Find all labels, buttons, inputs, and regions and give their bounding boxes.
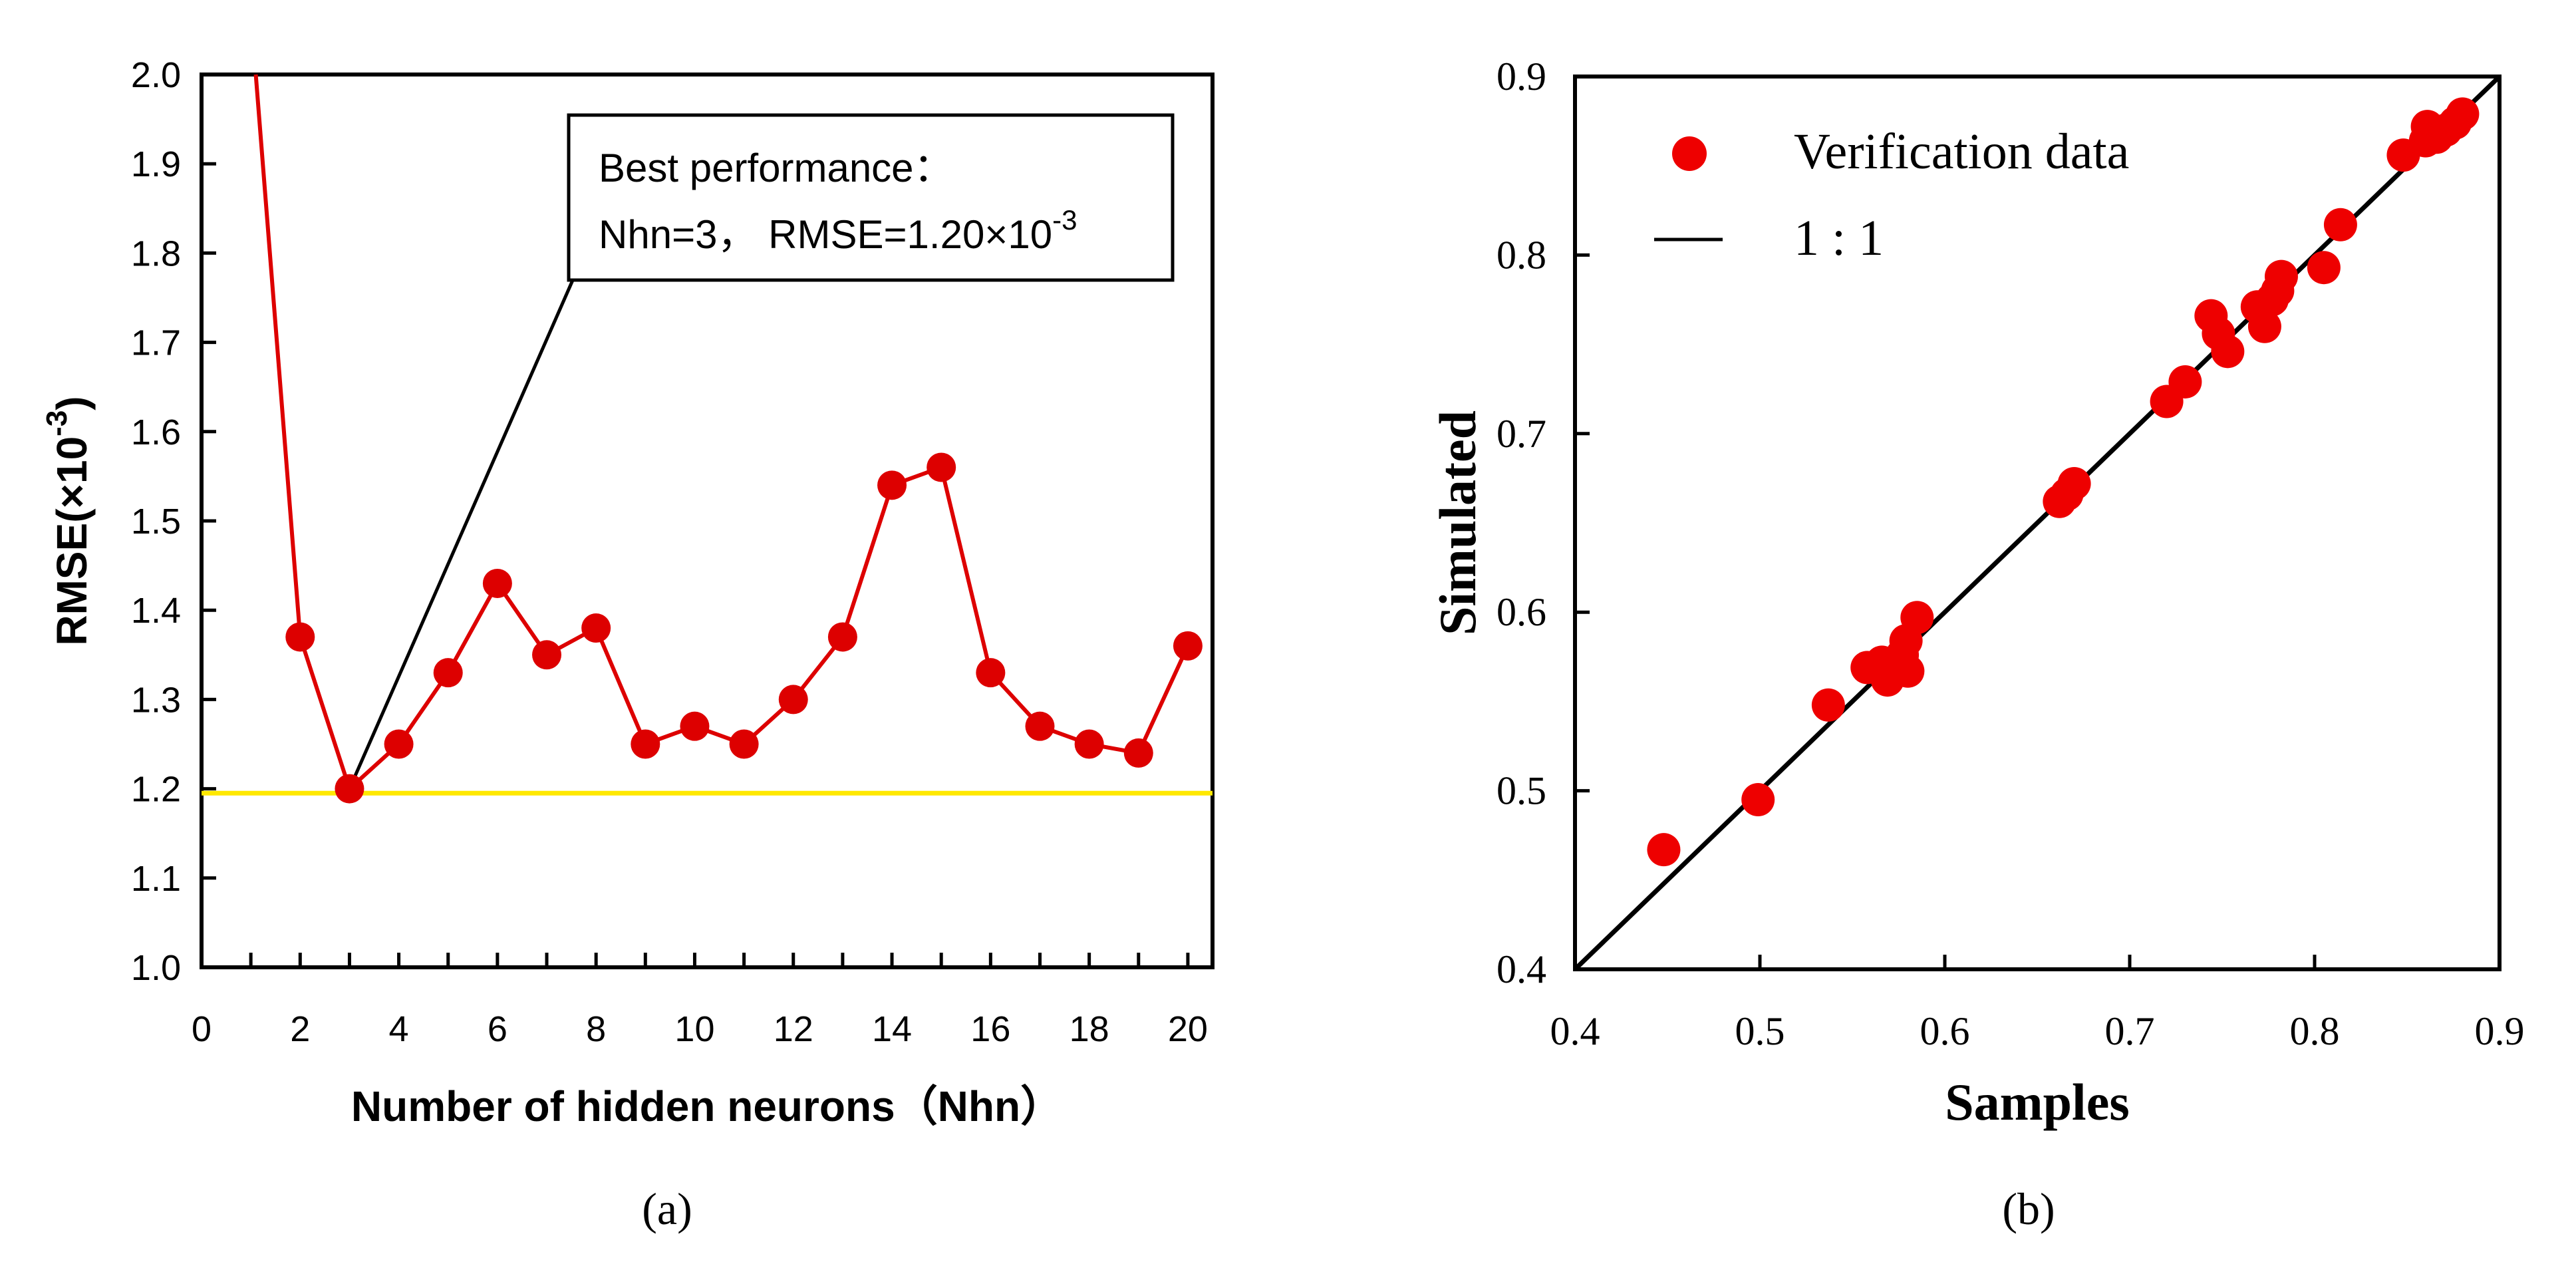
chart-a-data-point	[482, 568, 512, 598]
chart-b-data-point	[2168, 365, 2202, 398]
chart-b-y-tick-label: 0.5	[1497, 769, 1546, 813]
chart-b-1to1-line	[1573, 75, 2502, 971]
chart-a-data-point	[581, 613, 611, 643]
chart-a-x-tick-label: 0	[192, 1009, 212, 1049]
chart-b-data-point	[2057, 466, 2091, 500]
panel-label-a: (a)	[642, 1184, 692, 1234]
chart-a-data-point	[827, 622, 857, 652]
chart-a-x-tick-label: 16	[970, 1009, 1010, 1049]
chart-a-data-point	[976, 658, 1006, 688]
chart-b-x-tick-label: 0.7	[2105, 1009, 2155, 1053]
chart-b-data-point	[1741, 783, 1775, 817]
chart-b-data-point	[1811, 688, 1845, 722]
chart-b-data-point	[2264, 259, 2298, 293]
chart-b: 0.4 0.5 0.6 0.7 0.8 0.9 0.4 0.5 0.6 0.7 0.8 0.9 Ver…	[1429, 55, 2525, 1234]
chart-a-x-tick-label: 18	[1070, 1009, 1109, 1049]
chart-a-annotation-leader	[348, 277, 575, 790]
chart-a-y-tick-label: 1.0	[131, 948, 181, 988]
chart-a-data-point	[285, 622, 315, 652]
chart-b-data-point	[1891, 654, 1925, 688]
chart-a-data-point	[335, 774, 364, 804]
chart-a-annotation-line1: Best performance：	[599, 146, 954, 190]
chart-a-data-point	[1173, 631, 1203, 661]
chart-a-x-tick-label: 14	[872, 1009, 912, 1049]
chart-b-data-point	[2307, 251, 2341, 285]
chart-a-data-point	[1025, 711, 1055, 741]
chart-a-data-point	[532, 640, 562, 670]
chart-a-x-tick-label: 8	[586, 1009, 606, 1049]
chart-a-data-point	[1074, 729, 1104, 759]
panel-label-b: (b)	[2002, 1184, 2055, 1234]
chart-a-data-point	[631, 729, 660, 759]
chart-a-x-tick-label: 20	[1168, 1009, 1208, 1049]
chart-b-x-tick-label: 0.9	[2475, 1009, 2525, 1053]
chart-b-data-point	[1900, 601, 1934, 635]
chart-b-x-axis-label: Samples	[1945, 1073, 2129, 1131]
chart-a-data-point	[433, 658, 463, 688]
chart-b-x-tick-label: 0.4	[1550, 1009, 1600, 1053]
chart-b-plot-frame	[1573, 75, 2502, 971]
legend-marker-verification	[1672, 136, 1707, 171]
chart-b-x-tick-label: 0.5	[1735, 1009, 1785, 1053]
chart-b-y-tick-label: 0.8	[1497, 233, 1546, 277]
chart-a-x-tick-label: 10	[674, 1009, 714, 1049]
chart-a-x-tick-label: 2	[290, 1009, 310, 1049]
chart-a-data-point	[927, 452, 956, 482]
chart-b-data-point	[2323, 208, 2357, 241]
chart-a-x-axis-label: Number of hidden neurons（Nhn）	[351, 1082, 1063, 1130]
chart-b-y-tick-label: 0.6	[1497, 590, 1546, 634]
chart-b-x-tick-label: 0.6	[1920, 1009, 1970, 1053]
chart-a-y-tick-label: 1.7	[131, 323, 181, 363]
chart-b-x-tick-label: 0.8	[2290, 1009, 2340, 1053]
chart-b-y-tick-label: 0.9	[1497, 55, 1546, 98]
legend-label-verification: Verification data	[1794, 124, 2129, 180]
chart-a-y-tick-label: 1.5	[131, 502, 181, 542]
chart-a-y-tick-label: 1.6	[131, 412, 181, 452]
chart-a-x-tick-label: 4	[389, 1009, 409, 1049]
chart-b-y-tick-label: 0.7	[1497, 412, 1546, 456]
chart-a-y-tick-label: 1.4	[131, 591, 181, 631]
chart-a-y-tick-label: 1.8	[131, 234, 181, 273]
chart-a-data-point	[680, 711, 710, 741]
chart-a: 0 2 4 6 8 10 12 14 16 18 20 1.0 1.1 1.2 1.3 1.4 1.5 1.6 1.…	[41, 55, 1215, 1234]
chart-a-x-tick-label: 12	[774, 1009, 813, 1049]
chart-a-annotation-box	[567, 113, 1175, 282]
chart-a-x-tick-label: 6	[488, 1009, 507, 1049]
chart-a-data-point	[729, 729, 759, 759]
chart-b-y-tick-label: 0.4	[1497, 947, 1546, 991]
chart-a-y-tick-label: 1.9	[131, 144, 181, 184]
chart-a-y-tick-label: 1.1	[131, 859, 181, 899]
chart-b-data-point	[2211, 335, 2245, 369]
chart-a-data-point	[877, 470, 907, 500]
chart-a-data-point	[384, 729, 414, 759]
chart-a-data-point	[1123, 738, 1153, 768]
chart-a-annotation-line2: Nhn=3， RMSE=1.20×10-3	[599, 204, 1077, 257]
chart-a-y-tick-label: 1.3	[131, 680, 181, 720]
chart-a-y-tick-label: 1.2	[131, 770, 181, 810]
chart-a-y-tick-label: 2.0	[131, 55, 181, 95]
chart-a-annotation: Best performance： Nhn=3， RMSE=1.20×10-3	[567, 113, 1175, 282]
chart-b-y-axis-label: Simulated	[1429, 410, 1487, 635]
chart-b-data-point	[2446, 97, 2480, 131]
chart-b-legend: Verification data 1 : 1	[1654, 124, 2129, 266]
chart-a-y-axis-label: RMSE(×10-3)	[41, 396, 96, 645]
legend-label-1to1: 1 : 1	[1794, 210, 1884, 266]
chart-a-data-point	[778, 685, 808, 715]
chart-b-data-point	[2247, 309, 2281, 343]
chart-b-data-point	[1647, 833, 1681, 867]
